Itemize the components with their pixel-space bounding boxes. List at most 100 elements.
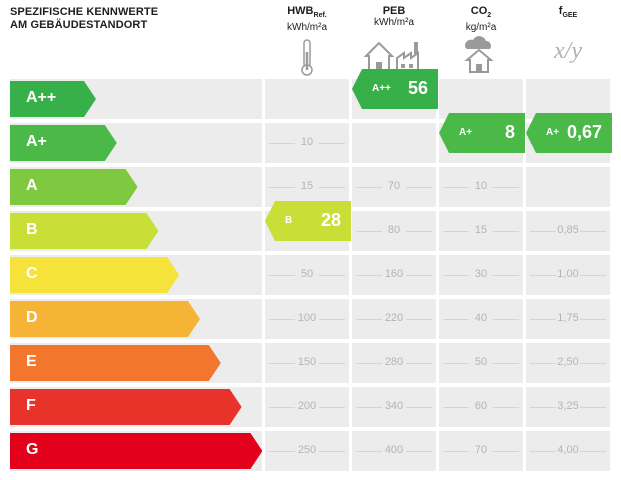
hwb-result-value: 28	[320, 210, 341, 230]
scale-tick-line	[356, 187, 382, 188]
scale-threshold: 1,00	[557, 268, 579, 280]
scale-cell-co2: 15	[439, 211, 523, 251]
class-label: E	[26, 353, 37, 370]
scale-tick-line	[493, 187, 519, 188]
scale-threshold: 70	[387, 180, 401, 192]
scale-tick-line	[530, 319, 556, 320]
scale-threshold: 40	[474, 312, 488, 324]
scale-threshold: 80	[387, 224, 401, 236]
col-header-peb: PEB kWh/m²a	[352, 5, 436, 29]
peb-badge-shape	[352, 69, 438, 109]
class-arrow-shape	[10, 169, 138, 205]
scale-threshold: 30	[474, 268, 488, 280]
scale-tick-line	[443, 275, 469, 276]
col-header-hwb: HWBRef. kWh/m²a	[265, 5, 349, 34]
scale-tick-line	[269, 319, 295, 320]
class-arrow: E	[10, 343, 221, 383]
scale-tick-line	[356, 231, 382, 232]
scale-tick-line	[356, 275, 382, 276]
peb-unit: kWh/m²a	[374, 17, 414, 28]
class-label: F	[26, 397, 36, 414]
title-line-1: SPEZIFISCHE KENNWERTE	[10, 6, 159, 18]
hwb-result-class: B	[285, 215, 293, 226]
scale-cell-hwb: 15	[265, 167, 349, 207]
scale-tick-line	[493, 319, 519, 320]
class-arrow: F	[10, 387, 242, 427]
ratio-icon: x/y	[554, 38, 582, 64]
scale-threshold: 150	[297, 356, 317, 368]
scale-cell-fgee: 1,75	[526, 299, 610, 339]
scale-threshold: 50	[474, 356, 488, 368]
class-arrow-shape	[10, 345, 221, 381]
scale-cell-peb: 400	[352, 431, 436, 471]
scale-threshold: 100	[297, 312, 317, 324]
scale-tick-line	[493, 275, 519, 276]
scale-tick-line	[580, 275, 606, 276]
class-arrow: C	[10, 255, 180, 295]
peb-label: PEB	[382, 5, 406, 17]
scale-tick-line	[443, 451, 469, 452]
class-arrow-shape	[10, 125, 117, 161]
scale-threshold: 160	[384, 268, 404, 280]
scale-tick-line	[356, 451, 382, 452]
scale-cell-hwb: 150	[265, 343, 349, 383]
scale-tick-line	[580, 407, 606, 408]
scale-cell-peb: 70	[352, 167, 436, 207]
scale-tick-line	[493, 231, 519, 232]
hwb-sub: Ref.	[313, 12, 327, 20]
scale-cell-hwb: 200	[265, 387, 349, 427]
thermometer-icon	[301, 39, 313, 76]
scale-threshold: 50	[300, 268, 314, 280]
scale-cell-hwb: 100	[265, 299, 349, 339]
scale-tick-line	[406, 451, 432, 452]
scale-tick-line	[493, 407, 519, 408]
fgee-result-class: A+	[546, 127, 560, 138]
co2-sub: 2	[487, 12, 492, 20]
scale-tick-line	[356, 319, 382, 320]
scale-threshold: 10	[474, 180, 488, 192]
scale-cell-co2: 30	[439, 255, 523, 295]
class-arrow-shape	[10, 81, 96, 117]
scale-tick-line	[319, 275, 345, 276]
scale-cell-peb	[352, 123, 436, 163]
scale-tick-line	[580, 363, 606, 364]
scale-tick-line	[406, 363, 432, 364]
house-factory-icon	[364, 41, 419, 73]
scale-tick-line	[406, 187, 432, 188]
co2-result-class: A+	[459, 127, 473, 138]
class-arrow-shape	[10, 213, 159, 249]
scale-threshold: 340	[384, 400, 404, 412]
class-arrow: A+	[10, 123, 117, 163]
scale-tick-line	[356, 407, 382, 408]
scale-threshold: 220	[384, 312, 404, 324]
class-label: B	[26, 221, 38, 238]
class-label: A++	[26, 89, 57, 106]
scale-threshold: 3,25	[557, 400, 579, 412]
scale-threshold: 0,85	[557, 224, 579, 236]
scale-tick-line	[319, 319, 345, 320]
scale-cell-hwb	[265, 79, 349, 119]
scale-threshold: 2,50	[557, 356, 579, 368]
scale-tick-line	[530, 451, 556, 452]
class-arrow: G	[10, 431, 263, 471]
scale-threshold: 1,75	[557, 312, 579, 324]
scale-threshold: 10	[300, 136, 314, 148]
co2-unit: kg/m²a	[465, 22, 497, 34]
fgee-result-badge: A+ 0,67	[526, 113, 612, 153]
house-cloud-icon	[464, 36, 494, 73]
fgee-sub: GEE	[562, 12, 578, 20]
scale-threshold: 60	[474, 400, 488, 412]
fgee-label: f	[558, 5, 563, 17]
scale-cell-peb: 160	[352, 255, 436, 295]
class-label: G	[26, 441, 39, 458]
class-label: D	[26, 309, 38, 326]
class-arrow-shape	[10, 257, 180, 293]
scale-threshold: 15	[474, 224, 488, 236]
scale-tick-line	[530, 363, 556, 364]
class-arrow-shape	[10, 433, 263, 469]
scale-tick-line	[530, 407, 556, 408]
scale-tick-line	[530, 231, 556, 232]
scale-tick-line	[530, 275, 556, 276]
hwb-label: HWB	[287, 5, 314, 17]
scale-tick-line	[319, 187, 345, 188]
